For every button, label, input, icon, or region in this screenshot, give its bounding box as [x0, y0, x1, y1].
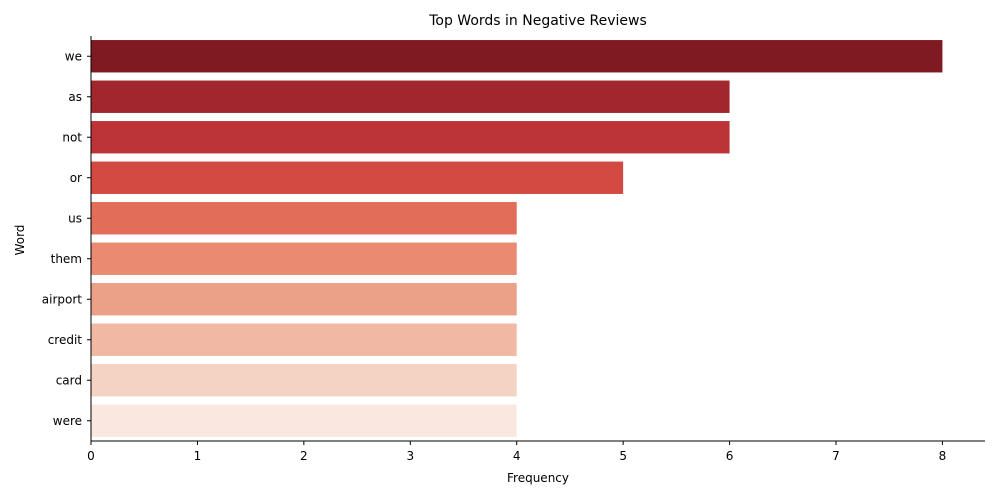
x-tick-label-0: 0	[87, 449, 95, 463]
bar-credit	[91, 323, 517, 356]
y-tick-label-were: were	[53, 414, 82, 428]
y-tick-label-credit: credit	[48, 333, 83, 347]
x-tick-label-2: 2	[300, 449, 308, 463]
x-tick-label-8: 8	[939, 449, 947, 463]
y-axis-label: Word	[13, 225, 27, 256]
y-tick-label-us: us	[68, 211, 82, 225]
bar-us	[91, 202, 517, 235]
bar-or	[91, 161, 624, 194]
x-tick-label-4: 4	[513, 449, 521, 463]
y-tick-label-airport: airport	[42, 292, 83, 306]
x-tick-label-1: 1	[194, 449, 202, 463]
x-tick-label-3: 3	[406, 449, 414, 463]
plot-area: we as not or us them airport credit card were 0 1 2 3…	[42, 36, 985, 463]
y-tick-label-card: card	[56, 373, 82, 387]
x-tick-label-6: 6	[726, 449, 734, 463]
bar-not	[91, 121, 730, 154]
x-tick-label-7: 7	[832, 449, 840, 463]
bar-airport	[91, 283, 517, 316]
y-tick-label-as: as	[68, 90, 82, 104]
y-tick-label-or: or	[70, 171, 82, 185]
chart-title: Top Words in Negative Reviews	[428, 13, 647, 29]
bar-them	[91, 242, 517, 275]
y-tick-label-not: not	[62, 130, 82, 144]
bar-we	[91, 40, 943, 73]
y-tick-label-we: we	[65, 49, 82, 63]
y-tick-label-them: them	[51, 252, 82, 266]
x-axis-label: Frequency	[507, 471, 569, 485]
x-tick-label-5: 5	[619, 449, 627, 463]
bar-as	[91, 80, 730, 113]
bar-were	[91, 404, 517, 437]
bar-card	[91, 364, 517, 397]
